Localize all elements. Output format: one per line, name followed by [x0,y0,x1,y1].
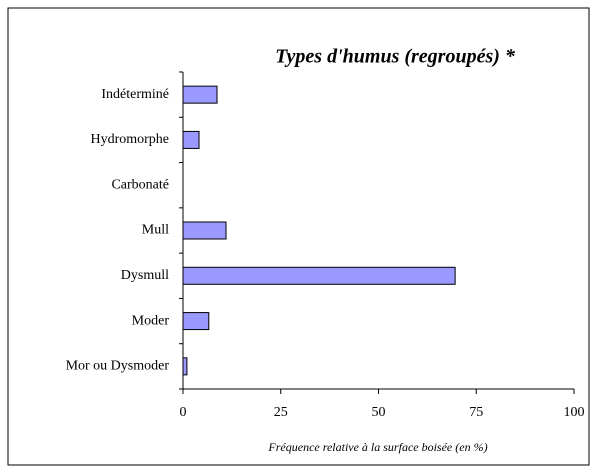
bar [182,221,227,240]
y-tick-label: Hydromorphe [90,132,169,147]
x-tick-label: 50 [372,405,386,420]
y-tick-label: Carbonaté [111,177,169,192]
x-tick-label: 100 [564,405,585,420]
y-tick-label: Indéterminé [101,87,169,102]
bar [182,266,456,285]
y-tick-label: Mor ou Dysmoder [66,359,170,374]
x-tick-label: 25 [274,405,288,420]
bar [182,312,210,331]
y-tick-label: Moder [132,313,170,328]
bar [182,85,218,104]
x-tick-label: 0 [180,405,187,420]
x-tick-label: 75 [469,405,483,420]
bar [182,130,200,149]
x-axis-label: Fréquence relative à la surface boisée (… [267,440,487,454]
bar [182,357,188,376]
chart-title: Types d'humus (regroupés) * [275,46,516,68]
chart-border [7,7,590,466]
y-tick-label: Mull [142,223,169,238]
y-tick-label: Dysmull [121,268,169,283]
